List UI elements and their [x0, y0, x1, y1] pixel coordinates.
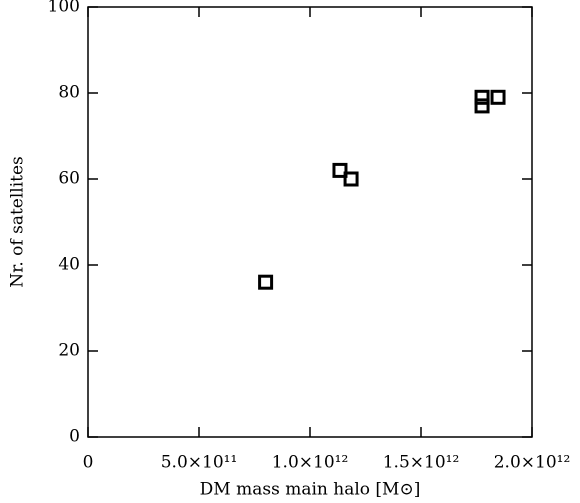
marker — [474, 98, 490, 114]
plot-frame — [87, 6, 533, 438]
y-tick-label: 100 — [48, 0, 80, 17]
x-tick-label: 1.0×10¹² — [272, 453, 349, 473]
x-tick-label: 1.5×10¹² — [383, 453, 460, 473]
x-axis-label: DM mass main halo [M⊙] — [200, 480, 421, 500]
marker — [258, 274, 274, 290]
y-tick-label: 0 — [69, 427, 80, 447]
x-tick-label: 5.0×10¹¹ — [161, 453, 238, 473]
marker — [490, 89, 506, 105]
marker — [343, 171, 359, 187]
y-axis-label: Nr. of satellites — [8, 156, 28, 288]
x-tick-label: 2.0×10¹² — [494, 453, 571, 473]
y-tick-label: 80 — [58, 83, 80, 103]
marker — [474, 89, 490, 105]
y-tick-label: 40 — [58, 255, 80, 275]
y-tick-label: 20 — [58, 341, 80, 361]
y-tick-label: 60 — [58, 169, 80, 189]
marker — [332, 162, 348, 178]
x-tick-label: 0 — [83, 453, 94, 473]
